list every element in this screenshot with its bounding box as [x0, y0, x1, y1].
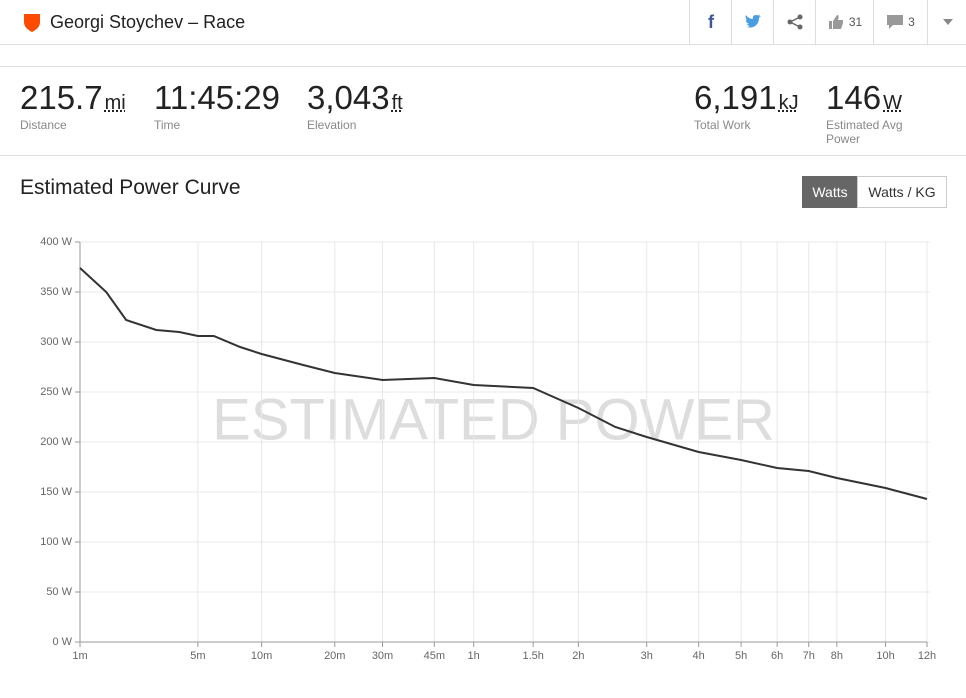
stat-unit: mi: [104, 92, 126, 114]
more-menu[interactable]: [927, 0, 966, 44]
kudos-button[interactable]: 31: [815, 0, 874, 44]
twitter-share[interactable]: [731, 0, 774, 44]
comment-count: 3: [908, 15, 915, 29]
y-tick-label: 400 W: [40, 236, 72, 248]
y-tick-label: 100 W: [40, 536, 72, 548]
section-title: Estimated Power Curve: [20, 176, 241, 199]
x-tick-label: 5h: [735, 650, 747, 662]
x-tick-label: 10h: [876, 650, 894, 662]
stat-value: 6,191: [694, 79, 777, 116]
x-tick-label: 4h: [693, 650, 705, 662]
x-tick-label: 5m: [190, 650, 205, 662]
comments-button[interactable]: 3: [873, 0, 928, 44]
caret-icon: [942, 19, 953, 25]
power-curve: [79, 267, 928, 500]
stat-label: Time: [154, 118, 181, 132]
x-tick-label: 30m: [372, 650, 393, 662]
watermark: ESTIMATED POWER: [212, 387, 775, 452]
stat-label: Elevation: [307, 118, 357, 132]
x-tick-label: 1m: [72, 650, 87, 662]
stat-value: 11:45:29: [154, 79, 281, 116]
stat: 11:45:29 Time: [154, 79, 280, 132]
share-button[interactable]: [773, 0, 816, 44]
watts-button[interactable]: Watts: [802, 176, 858, 208]
x-tick-label: 2h: [572, 650, 584, 662]
share-icon: [787, 14, 803, 30]
stat-value-row: 215.7 mi: [20, 79, 126, 117]
kudos-count: 31: [848, 15, 863, 29]
x-tick-label: 1.5h: [522, 650, 543, 662]
x-tick-label: 20m: [324, 650, 345, 662]
stat-value-row: 3,043 ft: [307, 79, 403, 117]
stat: 146 W Estimated Avg Power: [826, 79, 916, 146]
stat-unit: ft: [391, 92, 403, 114]
x-tick-label: 3h: [641, 650, 653, 662]
thumb-icon: [828, 15, 843, 29]
header: Georgi Stoychev – Race f 31 3: [0, 0, 966, 45]
twitter-icon: [745, 14, 761, 28]
x-tick-label: 6h: [771, 650, 783, 662]
stat-label: Total Work: [694, 118, 751, 132]
watts-kg-button[interactable]: Watts / KG: [857, 176, 947, 208]
activity-title: Georgi Stoychev – Race: [50, 12, 246, 32]
stat-value: 146: [826, 79, 882, 116]
stat-label: Distance: [20, 118, 67, 132]
y-tick-label: 350 W: [40, 286, 72, 298]
comment-icon: [887, 15, 904, 29]
y-tick-label: 250 W: [40, 386, 72, 398]
shield-icon: [24, 14, 40, 32]
y-tick-label: 0 W: [52, 636, 72, 648]
x-tick-label: 8h: [831, 650, 843, 662]
y-tick-label: 200 W: [40, 436, 72, 448]
stat-unit: W: [883, 92, 902, 114]
stat-value-row: 6,191 kJ: [694, 79, 799, 117]
x-tick-label: 12h: [918, 650, 936, 662]
stat-value: 215.7: [20, 79, 103, 116]
x-tick-label: 10m: [251, 650, 272, 662]
y-tick-label: 300 W: [40, 336, 72, 348]
stat: 215.7 mi Distance: [20, 79, 126, 132]
stats-bar: 215.7 mi Distance 11:45:29 Time 3,043 ft Elevat…: [0, 66, 966, 156]
y-tick-label: 150 W: [40, 486, 72, 498]
stat-value-row: 146 W: [826, 79, 916, 117]
stat: 3,043 ft Elevation: [307, 79, 403, 132]
stat-value-row: 11:45:29: [154, 79, 280, 117]
facebook-share[interactable]: f: [689, 0, 732, 44]
stat: 6,191 kJ Total Work: [694, 79, 799, 132]
x-tick-label: 1h: [468, 650, 480, 662]
x-tick-label: 7h: [803, 650, 815, 662]
stat-unit: kJ: [778, 92, 799, 114]
stat-value: 3,043: [307, 79, 390, 116]
x-tick-label: 45m: [424, 650, 445, 662]
stat-label: Estimated Avg Power: [826, 118, 903, 146]
y-tick-label: 50 W: [46, 586, 72, 598]
